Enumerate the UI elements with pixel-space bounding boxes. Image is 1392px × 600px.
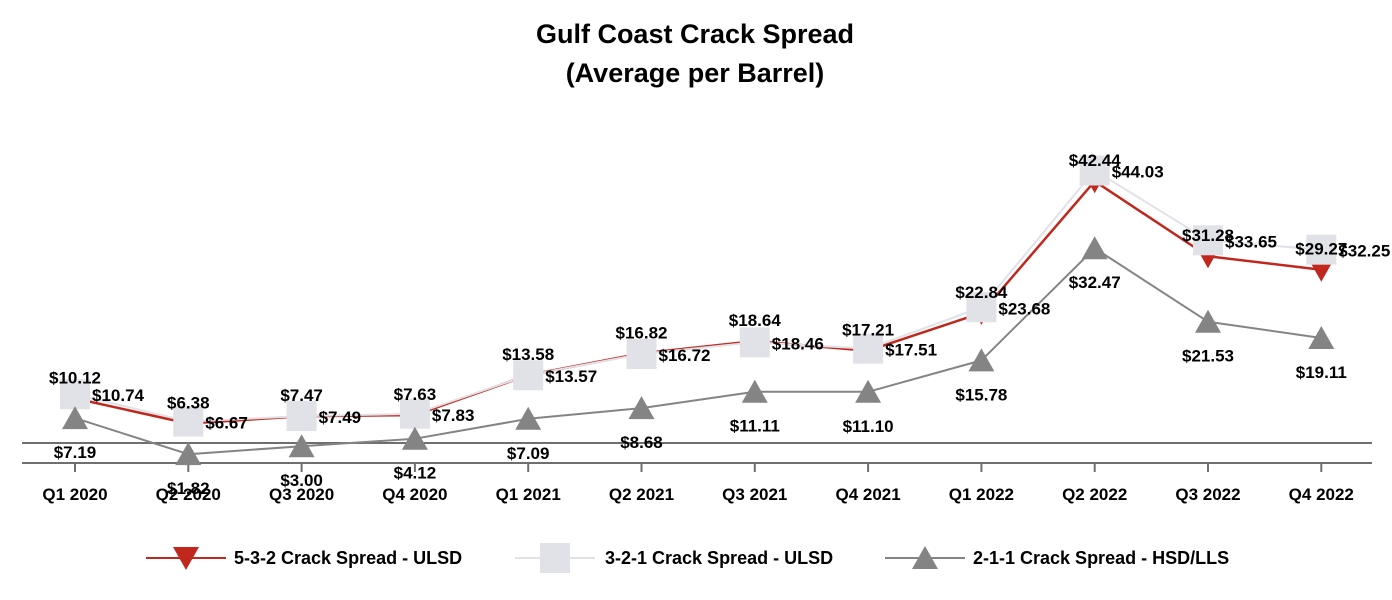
x-tick-label: Q2 2020 (156, 485, 221, 504)
series-line-2-1-1-crack-spread-hsd-lls (74, 247, 1322, 456)
data-point-3-2-1-crack-spread-ulsd (1079, 155, 1110, 186)
data-point-2-1-1-crack-spread-hsd-lls (515, 406, 542, 430)
data-point-3-2-1-crack-spread-ulsd (286, 401, 317, 432)
data-label-5-3-2-crack-spread-ulsd: $6.38 (167, 394, 210, 413)
chart-subtitle: (Average per Barrel) (566, 58, 825, 88)
data-label-2-1-1-crack-spread-hsd-lls: $4.12 (394, 464, 437, 483)
data-point-3-2-1-crack-spread-ulsd (966, 292, 997, 323)
data-label-2-1-1-crack-spread-hsd-lls: $32.47 (1069, 273, 1121, 292)
legend-item-5-3-2-crack-spread-ulsd: 5-3-2 Crack Spread - ULSD (146, 547, 462, 570)
x-tick-label: Q1 2022 (949, 485, 1014, 504)
legend-item-2-1-1-crack-spread-hsd-lls: 2-1-1 Crack Spread - HSD/LLS (885, 546, 1229, 569)
data-point-3-2-1-crack-spread-ulsd (513, 360, 544, 391)
data-label-5-3-2-crack-spread-ulsd: $42.44 (1069, 151, 1122, 170)
data-label-5-3-2-crack-spread-ulsd: $10.12 (49, 368, 101, 387)
data-label-3-2-1-crack-spread-ulsd: $10.74 (92, 386, 145, 405)
data-label-3-2-1-crack-spread-ulsd: $17.51 (885, 341, 937, 360)
data-point-2-1-1-crack-spread-hsd-lls (62, 406, 88, 430)
data-label-2-1-1-crack-spread-hsd-lls: $7.09 (507, 444, 550, 463)
data-point-3-2-1-crack-spread-ulsd (739, 327, 770, 358)
data-label-2-1-1-crack-spread-hsd-lls: $21.53 (1182, 347, 1234, 366)
data-label-5-3-2-crack-spread-ulsd: $7.63 (394, 385, 437, 404)
data-label-3-2-1-crack-spread-ulsd: $33.65 (1225, 232, 1277, 251)
data-label-2-1-1-crack-spread-hsd-lls: $11.10 (843, 417, 894, 436)
data-label-5-3-2-crack-spread-ulsd: $17.21 (842, 321, 894, 340)
legend-label: 3-2-1 Crack Spread - ULSD (605, 548, 833, 568)
data-point-2-1-1-crack-spread-hsd-lls (401, 426, 428, 450)
data-point-3-2-1-crack-spread-ulsd (399, 398, 430, 429)
data-label-5-3-2-crack-spread-ulsd: $7.47 (280, 386, 323, 405)
legend-marker-3-2-1-crack-spread-ulsd (540, 543, 570, 573)
legend-marker-2-1-1-crack-spread-hsd-lls (912, 546, 938, 569)
data-point-2-1-1-crack-spread-hsd-lls (288, 434, 315, 458)
data-label-3-2-1-crack-spread-ulsd: $16.72 (659, 346, 711, 365)
x-tick-label: Q2 2021 (609, 485, 674, 504)
data-point-2-1-1-crack-spread-hsd-lls (1081, 236, 1108, 260)
data-label-5-3-2-crack-spread-ulsd: $31.28 (1182, 226, 1234, 245)
chart-title: Gulf Coast Crack Spread (536, 19, 854, 49)
data-label-3-2-1-crack-spread-ulsd: $7.83 (432, 406, 475, 425)
data-label-3-2-1-crack-spread-ulsd: $6.67 (205, 414, 248, 433)
x-tick-label: Q3 2021 (722, 485, 787, 504)
data-label-2-1-1-crack-spread-hsd-lls: $1.82 (167, 479, 210, 498)
x-tick-label: Q4 2022 (1289, 485, 1354, 504)
x-tick-label: Q2 2022 (1062, 485, 1127, 504)
data-point-3-2-1-crack-spread-ulsd (173, 406, 204, 437)
legend-marker-5-3-2-crack-spread-ulsd (173, 547, 199, 570)
data-point-3-2-1-crack-spread-ulsd (1193, 225, 1223, 256)
data-label-3-2-1-crack-spread-ulsd: $23.68 (998, 299, 1050, 318)
data-label-3-2-1-crack-spread-ulsd: $7.49 (319, 408, 362, 427)
data-point-3-2-1-crack-spread-ulsd (1306, 234, 1337, 265)
data-label-2-1-1-crack-spread-hsd-lls: $11.11 (730, 417, 780, 436)
data-point-2-1-1-crack-spread-hsd-lls (855, 379, 882, 403)
x-tick-label: Q4 2021 (835, 485, 900, 504)
data-labels: $10.12 $6.38 $7.47 $7.63 $13.58 $16.82 $18.64 $… (49, 151, 1390, 498)
x-tick-label: Q1 2021 (496, 485, 561, 504)
data-label-3-2-1-crack-spread-ulsd: $18.46 (772, 334, 824, 353)
series-line-5-3-2-crack-spread-ulsd (74, 179, 1322, 425)
data-label-2-1-1-crack-spread-hsd-lls: $8.68 (620, 433, 663, 452)
data-point-3-2-1-crack-spread-ulsd (60, 379, 90, 410)
x-tick-label: Q1 2020 (42, 485, 107, 504)
data-label-2-1-1-crack-spread-hsd-lls: $7.19 (54, 443, 97, 462)
data-label-3-2-1-crack-spread-ulsd: $44.03 (1112, 163, 1164, 182)
series-lines (74, 169, 1322, 456)
data-point-2-1-1-crack-spread-hsd-lls (175, 442, 202, 466)
data-label-5-3-2-crack-spread-ulsd: $29.27 (1295, 240, 1347, 259)
data-point-2-1-1-crack-spread-hsd-lls (1308, 325, 1335, 349)
chart-axes: Q1 2020 Q2 2020 Q3 2020 Q4 2020 Q1 2021 Q2 20… (22, 442, 1372, 504)
data-label-3-2-1-crack-spread-ulsd: $13.57 (545, 367, 597, 386)
data-label-5-3-2-crack-spread-ulsd: $16.82 (616, 323, 668, 342)
data-point-3-2-1-crack-spread-ulsd (626, 339, 657, 370)
legend-label: 5-3-2 Crack Spread - ULSD (234, 548, 462, 568)
data-point-2-1-1-crack-spread-hsd-lls (741, 379, 768, 403)
x-tick-label: Q4 2020 (382, 485, 447, 504)
series-markers (60, 155, 1337, 466)
data-label-2-1-1-crack-spread-hsd-lls: $3.00 (280, 471, 323, 490)
data-point-2-1-1-crack-spread-hsd-lls (628, 396, 655, 420)
data-label-2-1-1-crack-spread-hsd-lls: $15.78 (955, 385, 1007, 404)
data-point-3-2-1-crack-spread-ulsd (853, 333, 884, 364)
data-label-5-3-2-crack-spread-ulsd: $13.58 (502, 345, 554, 364)
data-label-3-2-1-crack-spread-ulsd: $32.25 (1338, 242, 1390, 261)
legend-item-3-2-1-crack-spread-ulsd: 3-2-1 Crack Spread - ULSD (515, 543, 833, 573)
data-point-2-1-1-crack-spread-hsd-lls (1195, 309, 1221, 333)
data-point-2-1-1-crack-spread-hsd-lls (968, 348, 995, 372)
legend-label: 2-1-1 Crack Spread - HSD/LLS (973, 548, 1229, 568)
x-tick-label: Q3 2020 (269, 485, 334, 504)
data-label-5-3-2-crack-spread-ulsd: $18.64 (729, 311, 782, 330)
series-line-3-2-1-crack-spread-ulsd (74, 169, 1322, 423)
data-label-5-3-2-crack-spread-ulsd: $22.84 (955, 283, 1008, 302)
chart-legend: 5-3-2 Crack Spread - ULSD 3-2-1 Crack Spr… (146, 543, 1229, 573)
x-tick-label: Q3 2022 (1175, 485, 1240, 504)
data-label-2-1-1-crack-spread-hsd-lls: $19.11 (1296, 363, 1347, 382)
